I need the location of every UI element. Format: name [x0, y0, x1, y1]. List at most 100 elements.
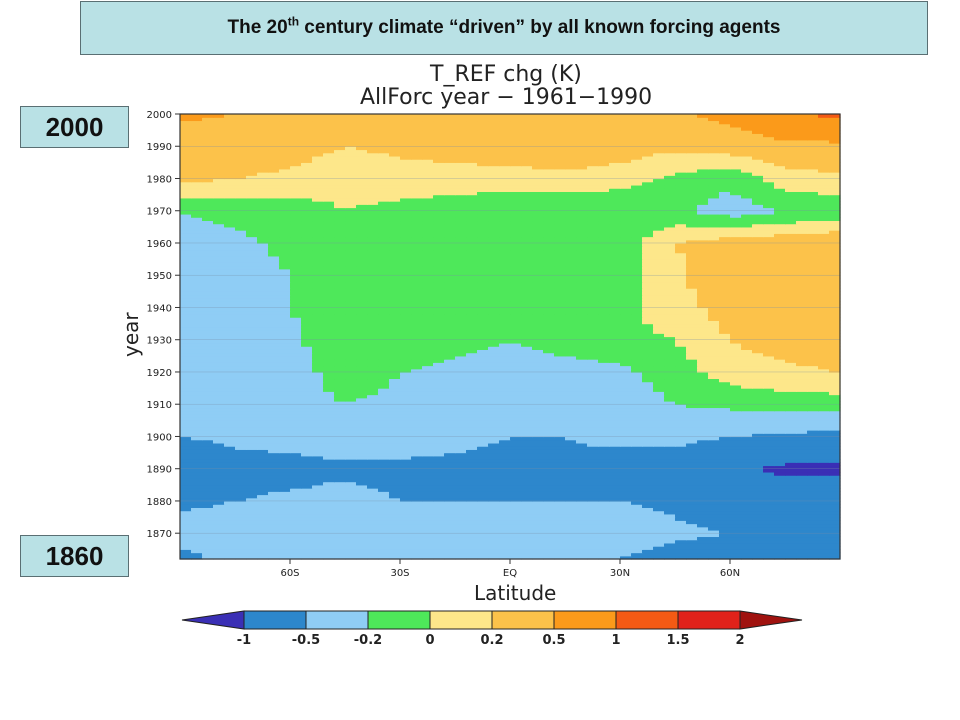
heatmap-cell [587, 378, 599, 383]
heatmap-cell [202, 520, 214, 525]
heatmap-cell [345, 400, 357, 405]
heatmap-cell [422, 400, 434, 405]
heatmap-cell [642, 549, 654, 554]
heatmap-cell [400, 346, 412, 350]
heatmap-cell [312, 491, 324, 496]
heatmap-cell [367, 371, 379, 376]
heatmap-cell [686, 375, 698, 380]
heatmap-cell [587, 504, 599, 508]
heatmap-cell [367, 368, 379, 373]
heatmap-cell [807, 371, 819, 376]
heatmap-cell [499, 552, 511, 557]
heatmap-cell [554, 446, 566, 450]
heatmap-cell [686, 465, 698, 470]
heatmap-cell [290, 555, 302, 560]
heatmap-cell [191, 336, 203, 341]
heatmap-cell [565, 339, 577, 344]
heatmap-cell [202, 475, 214, 479]
heatmap-cell [532, 352, 544, 357]
heatmap-cell [697, 304, 709, 309]
heatmap-cell [367, 533, 379, 538]
heatmap-cell [246, 449, 258, 454]
heatmap-cell [499, 513, 511, 518]
heatmap-cell [488, 397, 500, 402]
heatmap-cell [345, 436, 357, 441]
heatmap-cell [576, 342, 588, 347]
heatmap-cell [587, 523, 599, 528]
heatmap-cell [356, 310, 368, 315]
heatmap-cell [356, 317, 368, 321]
heatmap-cell [741, 426, 753, 431]
heatmap-cell [301, 436, 313, 441]
heatmap-cell [191, 471, 203, 476]
heatmap-cell [279, 388, 291, 392]
heatmap-cell [675, 449, 687, 454]
heatmap-cell [818, 442, 830, 447]
heatmap-cell [521, 304, 533, 309]
heatmap-cell [455, 417, 467, 421]
heatmap-cell [664, 368, 676, 373]
heatmap-cell [488, 375, 500, 380]
heatmap-cell [191, 497, 203, 502]
heatmap-cell [367, 507, 379, 512]
heatmap-cell [268, 500, 280, 505]
heatmap-cell [356, 446, 368, 450]
heatmap-cell [400, 310, 412, 315]
heatmap-cell [499, 504, 511, 508]
heatmap-cell [752, 523, 764, 528]
heatmap-cell [631, 375, 643, 380]
heatmap-cell [191, 307, 203, 312]
heatmap-cell [488, 359, 500, 363]
heatmap-cell [279, 365, 291, 370]
heatmap-cell [730, 404, 742, 409]
heatmap-cell [345, 310, 357, 315]
heatmap-cell [466, 378, 478, 383]
heatmap-cell [697, 491, 709, 496]
heatmap-cell [488, 420, 500, 425]
heatmap-cell [246, 359, 258, 363]
heatmap-cell [323, 446, 335, 450]
heatmap-cell [224, 510, 236, 515]
heatmap-cell [334, 523, 346, 528]
heatmap-cell [642, 397, 654, 402]
heatmap-cell [774, 529, 786, 534]
heatmap-cell [675, 430, 687, 434]
heatmap-cell [565, 523, 577, 528]
heatmap-cell [697, 426, 709, 431]
heatmap-cell [191, 523, 203, 528]
heatmap-cell [609, 400, 621, 405]
heatmap-cell [631, 368, 643, 373]
heatmap-cell [653, 497, 665, 502]
heatmap-cell [675, 349, 687, 354]
heatmap-cell [752, 513, 764, 518]
heatmap-cell [576, 510, 588, 515]
heatmap-cell [422, 410, 434, 415]
heatmap-cell [334, 339, 346, 344]
heatmap-cell [356, 413, 368, 418]
heatmap-cell [235, 494, 247, 499]
heatmap-cell [719, 410, 731, 415]
heatmap-cell [796, 542, 808, 547]
heatmap-cell [235, 310, 247, 315]
heatmap-cell [499, 407, 511, 412]
heatmap-cell [411, 452, 423, 457]
heatmap-cell [752, 452, 764, 457]
heatmap-cell [631, 542, 643, 547]
heatmap-cell [752, 336, 764, 341]
heatmap-cell [334, 539, 346, 544]
heatmap-cell [411, 378, 423, 383]
heatmap-cell [807, 536, 819, 541]
heatmap-cell [741, 455, 753, 460]
heatmap-cell [653, 539, 665, 544]
heatmap-cell [433, 459, 445, 463]
heatmap-cell [356, 484, 368, 489]
heatmap-cell [598, 539, 610, 544]
heatmap-cell [345, 346, 357, 350]
heatmap-cell [257, 549, 269, 554]
heatmap-cell [521, 459, 533, 463]
heatmap-cell [235, 507, 247, 512]
heatmap-cell [444, 520, 456, 525]
heatmap-cell [345, 410, 357, 415]
heatmap-cell [664, 500, 676, 505]
heatmap-cell [587, 346, 599, 350]
